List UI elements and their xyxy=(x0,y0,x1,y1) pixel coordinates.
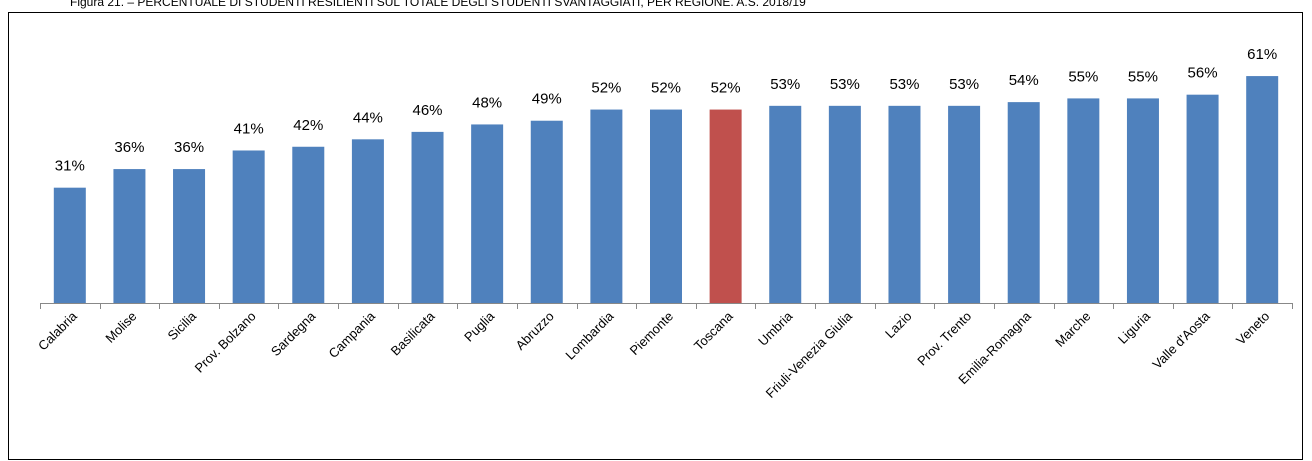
bar xyxy=(292,146,325,303)
bar xyxy=(411,131,444,303)
x-tick-label: Campania xyxy=(326,308,379,361)
bar xyxy=(650,109,682,303)
value-label: 53% xyxy=(949,76,979,93)
value-label: 53% xyxy=(830,76,860,93)
bar xyxy=(471,124,504,303)
value-label: 36% xyxy=(174,139,204,156)
x-tick-label: Sicilia xyxy=(165,308,200,343)
value-label: 52% xyxy=(711,80,741,97)
x-tick-label: Puglia xyxy=(461,308,498,345)
value-label: 42% xyxy=(293,117,323,134)
value-label: 55% xyxy=(1128,68,1158,85)
bar xyxy=(1246,76,1279,303)
chart-title: Figura 21. – PERCENTUALE DI STUDENTI RES… xyxy=(70,0,806,9)
x-tick-label: Liguria xyxy=(1115,308,1154,347)
value-label: 31% xyxy=(55,158,85,175)
bar xyxy=(530,120,563,303)
value-label: 41% xyxy=(234,120,264,137)
x-tick-label: Abruzzo xyxy=(513,309,557,353)
x-tick-label: Piemonte xyxy=(627,309,676,358)
value-label: 53% xyxy=(889,76,919,93)
bar xyxy=(351,139,384,303)
x-tick-label: Toscana xyxy=(691,308,736,353)
x-tick-label: Molise xyxy=(102,309,139,346)
x-tick-label: Lazio xyxy=(882,309,915,342)
x-tick-label: Prov. Trento xyxy=(914,309,974,369)
bar xyxy=(828,105,861,303)
x-tick-label: Calabria xyxy=(35,308,80,353)
x-tick-label: Lombardia xyxy=(562,308,617,363)
value-label: 49% xyxy=(532,91,562,108)
bar xyxy=(1067,98,1100,304)
x-tick-label: Veneto xyxy=(1233,309,1272,348)
bar xyxy=(53,187,86,303)
bar xyxy=(888,105,921,303)
value-label: 44% xyxy=(353,109,383,126)
bar xyxy=(709,109,742,303)
x-tick-label: Basilicata xyxy=(388,308,438,358)
bar xyxy=(948,105,981,303)
x-tick-label: Sardegna xyxy=(268,308,319,359)
bar xyxy=(1007,102,1040,304)
bar xyxy=(1126,98,1159,304)
value-label: 61% xyxy=(1247,46,1277,63)
bar xyxy=(113,169,146,303)
value-label: 54% xyxy=(1009,72,1039,89)
x-tick-label: Marche xyxy=(1052,309,1093,350)
value-label: 55% xyxy=(1068,68,1098,85)
value-label: 52% xyxy=(591,80,621,97)
value-label: 36% xyxy=(114,139,144,156)
bar xyxy=(173,169,206,303)
bar xyxy=(769,105,802,303)
value-label: 52% xyxy=(651,80,681,97)
value-label: 56% xyxy=(1188,65,1218,82)
chart-frame xyxy=(8,12,1303,460)
value-label: 46% xyxy=(413,102,443,119)
bar xyxy=(232,150,265,303)
x-tick-label: Umbria xyxy=(755,308,796,349)
x-tick-label: Prov. Bolzano xyxy=(192,309,259,376)
bar xyxy=(590,109,623,303)
value-label: 53% xyxy=(770,76,800,93)
bar xyxy=(1186,94,1219,304)
x-tick-label: Valle d'Aosta xyxy=(1149,308,1213,372)
value-label: 48% xyxy=(472,94,502,111)
